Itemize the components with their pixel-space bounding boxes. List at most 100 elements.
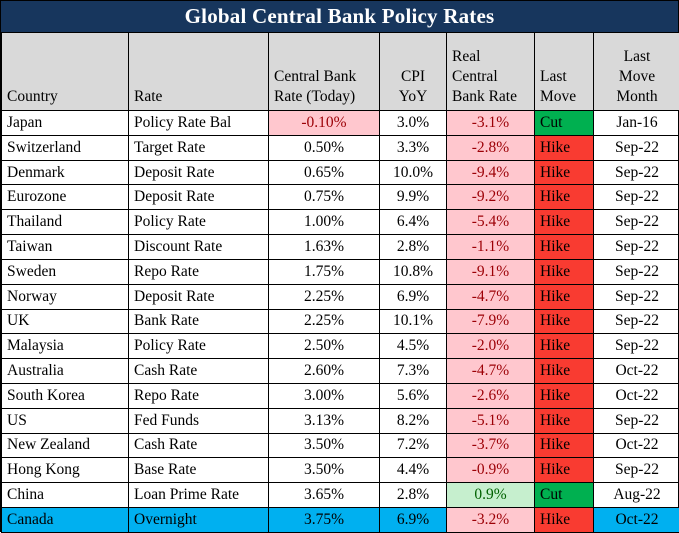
header-cpi-yoy: CPI YoY [380,33,447,111]
cpi-yoy-cell: 2.8% [380,483,447,508]
last-move-cell: Cut [535,483,594,508]
central-bank-rate-cell: 2.25% [269,309,380,334]
real-rate-cell: -4.7% [447,284,535,309]
real-rate-cell: -9.2% [447,185,535,210]
last-move-cell: Hike [535,185,594,210]
header-real-rate: Real Central Bank Rate [447,33,535,111]
country-cell: Australia [2,359,129,384]
header-row: Country Rate Central Bank Rate (Today) C… [2,33,679,111]
cpi-yoy-cell: 6.4% [380,210,447,235]
last-move-month-cell: Oct-22 [594,508,679,533]
country-cell: Canada [2,508,129,533]
page-title: Global Central Bank Policy Rates [1,1,678,32]
cpi-yoy-cell: 3.0% [380,111,447,136]
last-move-month-cell: Sep-22 [594,334,679,359]
real-rate-cell: -9.1% [447,259,535,284]
central-bank-rate-cell: 2.25% [269,284,380,309]
real-rate-cell: -5.4% [447,210,535,235]
last-move-cell: Hike [535,334,594,359]
cpi-yoy-cell: 7.2% [380,433,447,458]
cpi-yoy-cell: 6.9% [380,284,447,309]
rate-cell: Policy Rate [129,210,269,235]
central-bank-rate-cell: 0.65% [269,160,380,185]
cpi-yoy-cell: 3.3% [380,135,447,160]
central-bank-rate-cell: 1.75% [269,259,380,284]
rate-cell: Base Rate [129,458,269,483]
header-rate: Rate [129,33,269,111]
country-cell: South Korea [2,383,129,408]
real-rate-cell: -3.1% [447,111,535,136]
country-cell: Sweden [2,259,129,284]
real-rate-cell: -4.7% [447,359,535,384]
last-move-cell: Hike [535,408,594,433]
country-cell: Eurozone [2,185,129,210]
cpi-yoy-cell: 6.9% [380,508,447,533]
country-cell: Taiwan [2,235,129,260]
last-move-month-cell: Sep-22 [594,284,679,309]
cpi-yoy-cell: 4.5% [380,334,447,359]
last-move-cell: Cut [535,111,594,136]
central-bank-rate-cell: 2.50% [269,334,380,359]
last-move-cell: Hike [535,235,594,260]
last-move-month-cell: Sep-22 [594,408,679,433]
country-cell: UK [2,309,129,334]
last-move-month-cell: Aug-22 [594,483,679,508]
real-rate-cell: -2.8% [447,135,535,160]
cpi-yoy-cell: 10.0% [380,160,447,185]
central-bank-rate-cell: 3.65% [269,483,380,508]
last-move-month-cell: Sep-22 [594,185,679,210]
last-move-month-cell: Sep-22 [594,235,679,260]
rate-cell: Target Rate [129,135,269,160]
real-rate-cell: -9.4% [447,160,535,185]
real-rate-cell: 0.9% [447,483,535,508]
central-bank-rate-cell: 1.63% [269,235,380,260]
real-rate-cell: -1.1% [447,235,535,260]
rate-cell: Deposit Rate [129,185,269,210]
cpi-yoy-cell: 7.3% [380,359,447,384]
last-move-month-cell: Jan-16 [594,111,679,136]
rate-cell: Cash Rate [129,359,269,384]
rate-cell: Policy Rate [129,334,269,359]
cpi-yoy-cell: 2.8% [380,235,447,260]
last-move-month-cell: Oct-22 [594,383,679,408]
real-rate-cell: -2.0% [447,334,535,359]
rate-cell: Deposit Rate [129,160,269,185]
central-bank-rate-cell: 0.50% [269,135,380,160]
cpi-yoy-cell: 4.4% [380,458,447,483]
rates-table: Country Rate Central Bank Rate (Today) C… [1,32,679,533]
real-rate-cell: -3.7% [447,433,535,458]
last-move-cell: Hike [535,359,594,384]
real-rate-cell: -3.2% [447,508,535,533]
rate-cell: Overnight [129,508,269,533]
last-move-cell: Hike [535,259,594,284]
header-country: Country [2,33,129,111]
rate-cell: Cash Rate [129,433,269,458]
last-move-month-cell: Sep-22 [594,309,679,334]
last-move-month-cell: Sep-22 [594,259,679,284]
last-move-cell: Hike [535,458,594,483]
country-cell: Denmark [2,160,129,185]
country-cell: Japan [2,111,129,136]
country-cell: Norway [2,284,129,309]
last-move-month-cell: Oct-22 [594,433,679,458]
header-last-move: Last Move [535,33,594,111]
central-bank-rate-cell: 3.75% [269,508,380,533]
cpi-yoy-cell: 8.2% [380,408,447,433]
central-bank-rate-cell: 1.00% [269,210,380,235]
